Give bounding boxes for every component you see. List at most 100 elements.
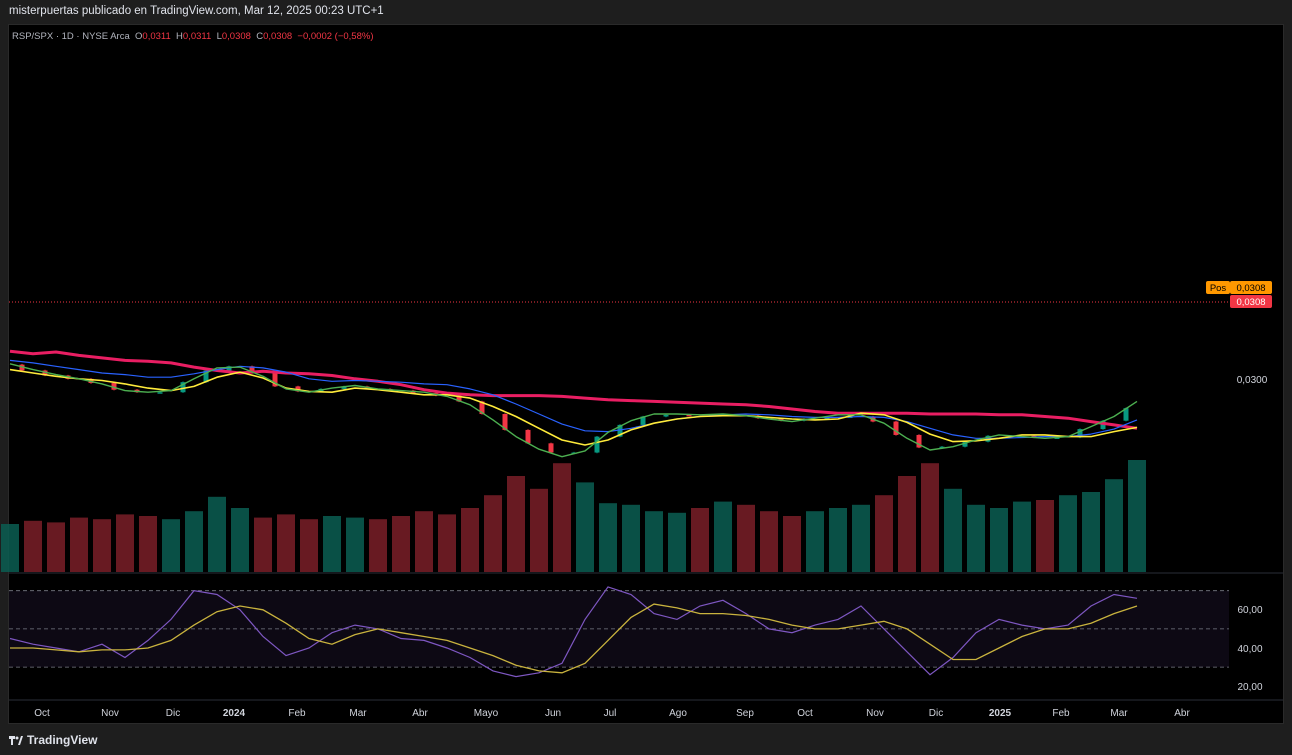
volume-bar — [691, 508, 709, 572]
x-tick-label: Jun — [545, 708, 561, 719]
volume-bar — [1, 524, 19, 572]
candle-body — [548, 443, 554, 453]
brand-name: TradingView — [27, 733, 98, 747]
candle-body — [617, 424, 623, 437]
candle-body — [893, 421, 899, 435]
pos-label-badge: Pos 0,0308 — [1206, 281, 1272, 294]
x-tick-label: Mar — [1110, 708, 1128, 719]
x-tick-label: Mar — [349, 708, 367, 719]
volume-bar — [875, 495, 893, 572]
tradingview-logo-icon — [9, 736, 23, 746]
volume-bar — [852, 504, 870, 572]
rsi-tick-40: 40,00 — [1237, 644, 1262, 655]
volume-bar — [1013, 501, 1031, 572]
volume-bar — [24, 520, 42, 572]
high-value: 0,0311 — [182, 31, 212, 42]
candle-body — [502, 414, 508, 430]
last-price-badge: 0,0308 — [1230, 295, 1272, 308]
ma-mid-line — [9, 363, 1138, 458]
volume-bar — [254, 517, 272, 572]
x-tick-label: Ago — [669, 708, 687, 719]
symbol-legend[interactable]: RSP/SPX · 1D · NYSE Arca O0,0311 H0,0311… — [12, 31, 373, 42]
x-tick-label: Dic — [929, 708, 943, 719]
volume-bar — [507, 476, 525, 572]
x-tick-label: Jul — [604, 708, 617, 719]
symbol-label: RSP/SPX · 1D · NYSE Arca — [12, 31, 130, 42]
price-tick-0300: 0,0300 — [1237, 375, 1268, 386]
rsi-line — [9, 586, 1138, 678]
volume-bar — [1128, 460, 1146, 572]
x-tick-label: Dic — [166, 708, 180, 719]
x-tick-label: Mayo — [474, 708, 499, 719]
volume-bar — [231, 508, 249, 572]
ma-fast-line — [9, 368, 1138, 446]
volume-bar — [944, 488, 962, 572]
candle-body — [272, 372, 278, 387]
x-tick-label: Abr — [412, 708, 428, 719]
candle-body — [1054, 437, 1060, 439]
brand-footer[interactable]: TradingView — [9, 733, 97, 747]
volume-bar — [162, 519, 180, 572]
candle-body — [42, 370, 48, 376]
volume-bar — [898, 476, 916, 572]
volume-bar — [323, 516, 341, 572]
pos-value: 0,0308 — [1236, 283, 1265, 294]
volume-bar — [1082, 492, 1100, 572]
candle-body — [939, 446, 945, 449]
rsi-pane — [9, 586, 1229, 678]
x-tick-label: Oct — [797, 708, 813, 719]
high-label: H — [176, 31, 183, 42]
volume-bar — [967, 504, 985, 572]
volume-bar — [990, 508, 1008, 572]
x-tick-label: Nov — [866, 708, 884, 719]
x-tick-label: 2024 — [223, 708, 246, 719]
volume-bar — [599, 503, 617, 572]
candle-body — [1100, 420, 1106, 430]
time-axis: Oct Nov Dic 2024 Feb Mar Abr Mayo Jun Jul Ago Sep Oc… — [34, 708, 1190, 719]
last-price-value: 0,0308 — [1236, 297, 1265, 308]
volume-bar — [300, 519, 318, 572]
x-tick-label: Abr — [1174, 708, 1190, 719]
volume-bar — [346, 517, 364, 572]
candle-body — [249, 366, 255, 373]
candle-body — [295, 386, 301, 392]
x-tick-label: Oct — [34, 708, 50, 719]
low-label: L — [216, 31, 222, 42]
candle-body — [456, 395, 462, 402]
volume-bar — [714, 501, 732, 572]
volume-bar — [829, 508, 847, 572]
volume-bar — [438, 514, 456, 572]
volume-bar — [70, 517, 88, 572]
volume-bar — [139, 516, 157, 572]
change-value: −0,0002 (−0,58%) — [297, 31, 374, 42]
candle-body — [916, 434, 922, 448]
x-tick-label: Feb — [288, 708, 306, 719]
rsi-tick-60: 60,00 — [1237, 605, 1262, 616]
low-value: 0,0308 — [221, 31, 251, 42]
x-tick-label: 2025 — [989, 708, 1012, 719]
candle-body — [686, 414, 692, 417]
volume-bar — [1059, 495, 1077, 572]
candle-body — [111, 383, 117, 390]
ma-long-line — [9, 349, 1138, 430]
volume-bar — [737, 504, 755, 572]
volume-bar — [93, 519, 111, 572]
close-label: C — [256, 31, 264, 42]
candle-body — [594, 436, 600, 453]
volume-bar — [576, 482, 594, 572]
ma-blue-line — [9, 359, 1138, 439]
volume-bar — [806, 511, 824, 572]
volume-bar — [369, 519, 387, 572]
candle-body — [1077, 429, 1083, 438]
candle-body — [962, 441, 968, 447]
rsi-tick-20: 20,00 — [1237, 682, 1262, 693]
volume-bars — [1, 460, 1146, 572]
volume-bar — [1105, 479, 1123, 572]
volume-bar — [622, 504, 640, 572]
x-tick-label: Sep — [736, 708, 754, 719]
volume-bar — [783, 516, 801, 572]
candle-body — [203, 370, 209, 383]
volume-bar — [277, 514, 295, 572]
volume-bar — [668, 512, 686, 572]
